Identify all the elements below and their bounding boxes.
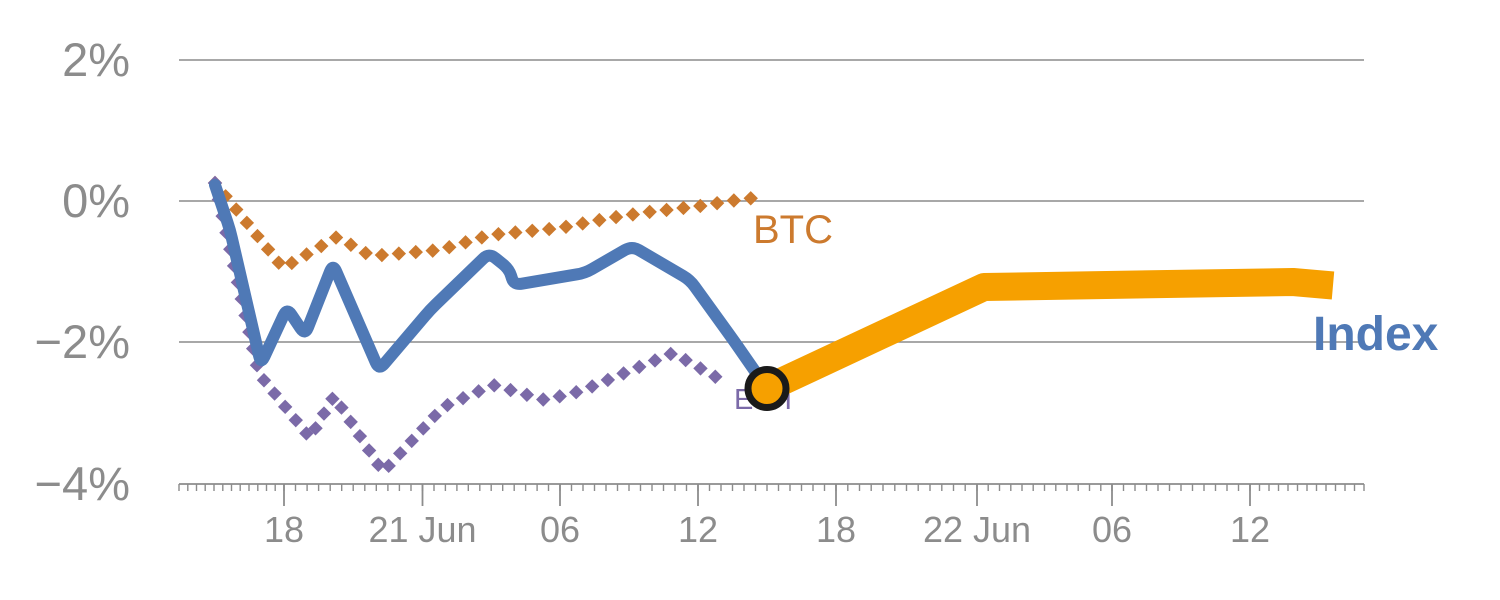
svg-text:BTC: BTC — [753, 208, 833, 252]
svg-text:−4%: −4% — [35, 457, 130, 510]
svg-text:12: 12 — [1230, 509, 1270, 550]
svg-text:21 Jun: 21 Jun — [368, 509, 476, 550]
svg-text:2%: 2% — [62, 33, 130, 86]
svg-text:06: 06 — [540, 509, 580, 550]
svg-text:12: 12 — [678, 509, 718, 550]
svg-text:0%: 0% — [62, 174, 130, 227]
svg-text:−2%: −2% — [35, 315, 130, 368]
svg-text:22 Jun: 22 Jun — [923, 509, 1031, 550]
svg-text:06: 06 — [1092, 509, 1132, 550]
svg-text:18: 18 — [816, 509, 856, 550]
svg-text:Index: Index — [1313, 308, 1439, 361]
svg-text:18: 18 — [264, 509, 304, 550]
